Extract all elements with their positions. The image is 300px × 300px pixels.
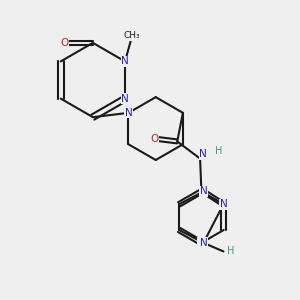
Text: N: N (220, 199, 228, 209)
Text: CH₃: CH₃ (124, 31, 140, 40)
Text: H: H (227, 246, 234, 256)
Text: O: O (150, 134, 158, 144)
Text: N: N (121, 56, 129, 66)
Text: N: N (200, 238, 207, 248)
Text: N: N (200, 186, 207, 197)
Text: O: O (60, 38, 68, 48)
Text: N: N (198, 238, 205, 248)
Text: N: N (124, 108, 132, 118)
Text: N: N (121, 94, 129, 103)
Text: N: N (199, 149, 207, 159)
Text: H: H (215, 146, 222, 156)
